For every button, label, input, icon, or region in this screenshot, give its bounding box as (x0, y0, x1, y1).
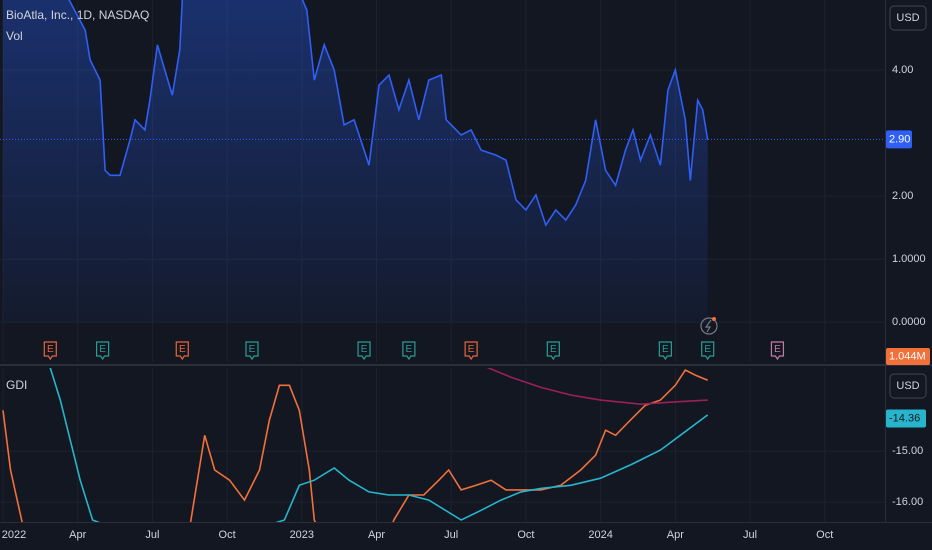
earnings-label: E (99, 344, 106, 355)
x-tick-label: Jul (444, 529, 458, 541)
price-pane (0, 0, 885, 362)
indicator-title: GDI (6, 378, 27, 392)
y-tick-label: 4.00 (892, 64, 913, 76)
earnings-label: E (468, 344, 475, 355)
earnings-marker (245, 341, 259, 361)
chart-title: BioAtla, Inc., 1D, NASDAQ (6, 8, 149, 22)
y-tick-label: -15.00 (892, 445, 923, 457)
y-tick-label: -16.00 (892, 496, 923, 508)
x-tick-label: Apr (368, 529, 385, 541)
earnings-marker (658, 341, 672, 361)
indicator-line (49, 368, 709, 522)
x-tick-label: Oct (816, 529, 833, 541)
x-tick-label: Apr (69, 529, 86, 541)
currency-label[interactable]: USD (896, 12, 919, 24)
earnings-marker (43, 341, 57, 361)
volume-legend: Vol (6, 29, 23, 43)
currency-button[interactable] (889, 5, 927, 31)
dividend-icon[interactable] (700, 317, 718, 335)
currency-button[interactable] (889, 373, 927, 399)
last-value-label: -14.36 (889, 412, 920, 424)
x-tick-label: Jul (743, 529, 757, 541)
x-tick-label: 2022 (2, 529, 26, 541)
x-tick-label: Apr (667, 529, 684, 541)
x-tick-label: 2023 (290, 529, 314, 541)
earnings-marker (701, 341, 715, 361)
earnings-marker (357, 341, 371, 361)
earnings-marker (175, 341, 189, 361)
currency-label[interactable]: USD (896, 380, 919, 392)
earnings-label: E (249, 344, 256, 355)
earnings-label: E (47, 344, 54, 355)
earnings-label: E (662, 344, 669, 355)
price-area (3, 0, 708, 323)
earnings-label: E (774, 344, 781, 355)
price-line (68, 0, 709, 227)
earnings-marker (546, 341, 560, 361)
earnings-label: E (406, 344, 413, 355)
overlay: BioAtla, Inc., 1D, NASDAQ Vol GDI USD US… (2, 5, 930, 541)
earnings-label: E (179, 344, 186, 355)
y-tick-label: 0.0000 (892, 316, 926, 328)
earnings-marker (402, 341, 416, 361)
last-price-box (886, 130, 912, 149)
x-tick-label: Oct (219, 529, 236, 541)
last-price-label: 2.90 (889, 133, 910, 145)
x-tick-label: Oct (517, 529, 534, 541)
dividend-icon-bolt (704, 319, 712, 333)
dividend-dot (712, 317, 716, 321)
earnings-label: E (361, 344, 368, 355)
earnings-marker (770, 341, 785, 361)
x-tick-label: 2024 (588, 529, 612, 541)
volume-box (886, 348, 930, 365)
volume-label: 1.044M (889, 350, 926, 362)
x-tick-label: Jul (145, 529, 159, 541)
earnings-marker (464, 341, 478, 361)
earnings-marker (95, 341, 110, 361)
y-tick-label: 2.00 (892, 190, 913, 202)
earnings-label: E (704, 344, 711, 355)
y-tick-label: 1.0000 (892, 253, 926, 265)
last-value-box (886, 409, 926, 428)
gdi-pane (0, 368, 885, 522)
indicator-line (2, 368, 709, 522)
earnings-label: E (550, 344, 557, 355)
indicator-line (486, 368, 708, 406)
